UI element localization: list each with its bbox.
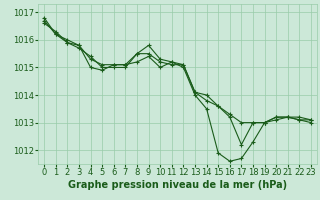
X-axis label: Graphe pression niveau de la mer (hPa): Graphe pression niveau de la mer (hPa) (68, 180, 287, 190)
